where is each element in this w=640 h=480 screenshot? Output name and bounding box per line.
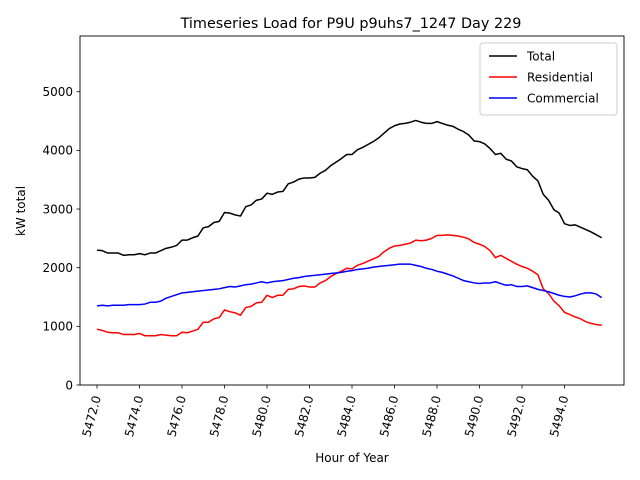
y-tick-label: 3000 bbox=[42, 202, 73, 216]
series-layer bbox=[96, 119, 603, 337]
y-tick-label: 1000 bbox=[42, 320, 73, 334]
y-axis: 0 1000 2000 3000 4000 5000 bbox=[42, 85, 80, 392]
series-line-residential bbox=[96, 234, 602, 337]
legend-box bbox=[479, 42, 618, 116]
legend-label-residential: Residential bbox=[527, 70, 593, 84]
legend-label-total: Total bbox=[526, 49, 555, 63]
legend: Total Residential Commercial bbox=[479, 42, 618, 116]
y-tick-label: 4000 bbox=[42, 144, 73, 158]
series-line-total bbox=[96, 119, 603, 257]
legend-label-commercial: Commercial bbox=[527, 91, 599, 105]
series-line-commercial bbox=[96, 263, 603, 307]
y-axis-label: kW total bbox=[14, 186, 28, 236]
x-axis-label: Hour of Year bbox=[315, 451, 389, 465]
y-tick-label: 0 bbox=[65, 378, 73, 392]
y-tick-label: 2000 bbox=[42, 261, 73, 275]
y-tick-label: 5000 bbox=[42, 85, 73, 99]
chart-title: Timeseries Load for P9U p9uhs7_1247 Day … bbox=[180, 16, 522, 32]
